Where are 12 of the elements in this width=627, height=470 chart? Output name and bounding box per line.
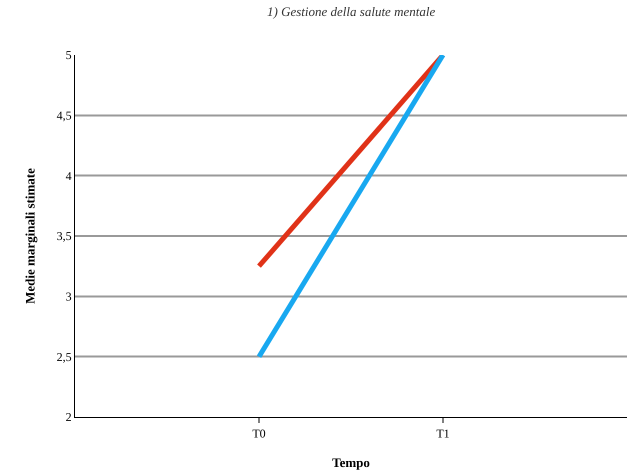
y-tick-label: 4 bbox=[66, 168, 72, 183]
y-tick-label: 2,5 bbox=[56, 350, 72, 364]
x-tick-label: T0 bbox=[252, 426, 266, 440]
y-tick-label: 5 bbox=[66, 48, 72, 62]
y-tick-label: 3 bbox=[66, 290, 72, 304]
y-tick-label: 2 bbox=[66, 410, 72, 424]
y-tick-label: 4,5 bbox=[56, 108, 72, 123]
x-axis-title: Tempo bbox=[332, 455, 370, 470]
y-axis-title: Medie marginali stimate bbox=[22, 168, 38, 304]
chart-title: 1) Gestione della salute mentale bbox=[266, 4, 436, 20]
y-tick-label: 3,5 bbox=[56, 229, 72, 244]
x-tick-label: T1 bbox=[436, 426, 450, 440]
